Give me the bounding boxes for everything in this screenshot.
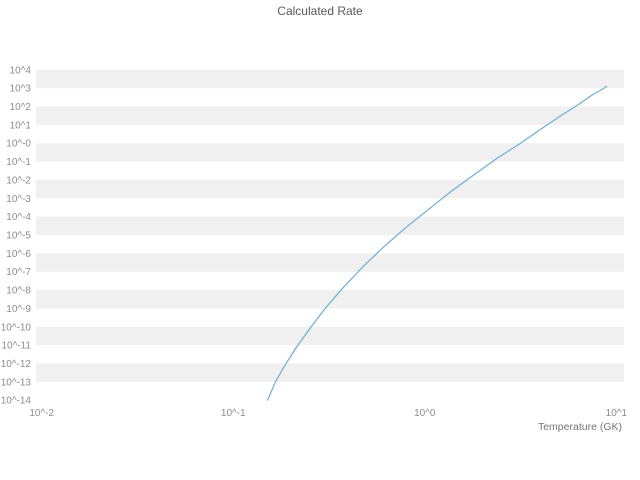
y-tick-label: 10^-9 bbox=[6, 304, 31, 315]
x-axis-label: Temperature (GK) bbox=[537, 421, 622, 433]
y-tick-label: 10^-3 bbox=[6, 194, 31, 205]
y-tick-label: 10^-10 bbox=[1, 322, 32, 333]
grid-band bbox=[36, 326, 624, 346]
y-tick-label: 10^3 bbox=[10, 84, 32, 95]
y-tick-label: 10^-4 bbox=[6, 212, 31, 223]
y-tick-label: 10^-12 bbox=[1, 359, 32, 370]
y-tick-label: 10^-6 bbox=[6, 249, 31, 260]
y-tick-label: 10^-1 bbox=[6, 157, 31, 168]
y-tick-label: 10^4 bbox=[10, 65, 32, 76]
y-tick-label: 10^-13 bbox=[1, 377, 32, 388]
rate-curve bbox=[267, 85, 608, 401]
x-tick-label: 10^1 bbox=[606, 408, 628, 419]
y-tick-label: 10^-2 bbox=[6, 175, 31, 186]
x-tick-label: 10^-2 bbox=[29, 408, 54, 419]
grid-band bbox=[36, 179, 624, 199]
y-tick-label: 10^-14 bbox=[1, 396, 32, 407]
y-tick-label: 10^-0 bbox=[6, 139, 31, 150]
y-tick-label: 10^-11 bbox=[1, 341, 31, 352]
x-tick-label: 10^0 bbox=[414, 408, 436, 419]
x-tick-label: 10^-1 bbox=[221, 408, 246, 419]
y-tick-label: 10^-5 bbox=[6, 231, 31, 242]
grid-band bbox=[36, 253, 624, 272]
grid-band bbox=[36, 216, 624, 235]
y-tick-label: 10^-8 bbox=[6, 286, 31, 297]
y-tick-label: 10^-7 bbox=[6, 267, 31, 278]
grid-band bbox=[36, 290, 624, 309]
grid-band bbox=[36, 69, 624, 89]
y-tick-label: 10^2 bbox=[10, 102, 32, 113]
chart-title: Calculated Rate bbox=[277, 4, 363, 18]
y-tick-label: 10^1 bbox=[10, 120, 32, 131]
grid-band bbox=[36, 106, 624, 125]
grid-band bbox=[36, 363, 624, 382]
grid-band bbox=[36, 143, 624, 162]
